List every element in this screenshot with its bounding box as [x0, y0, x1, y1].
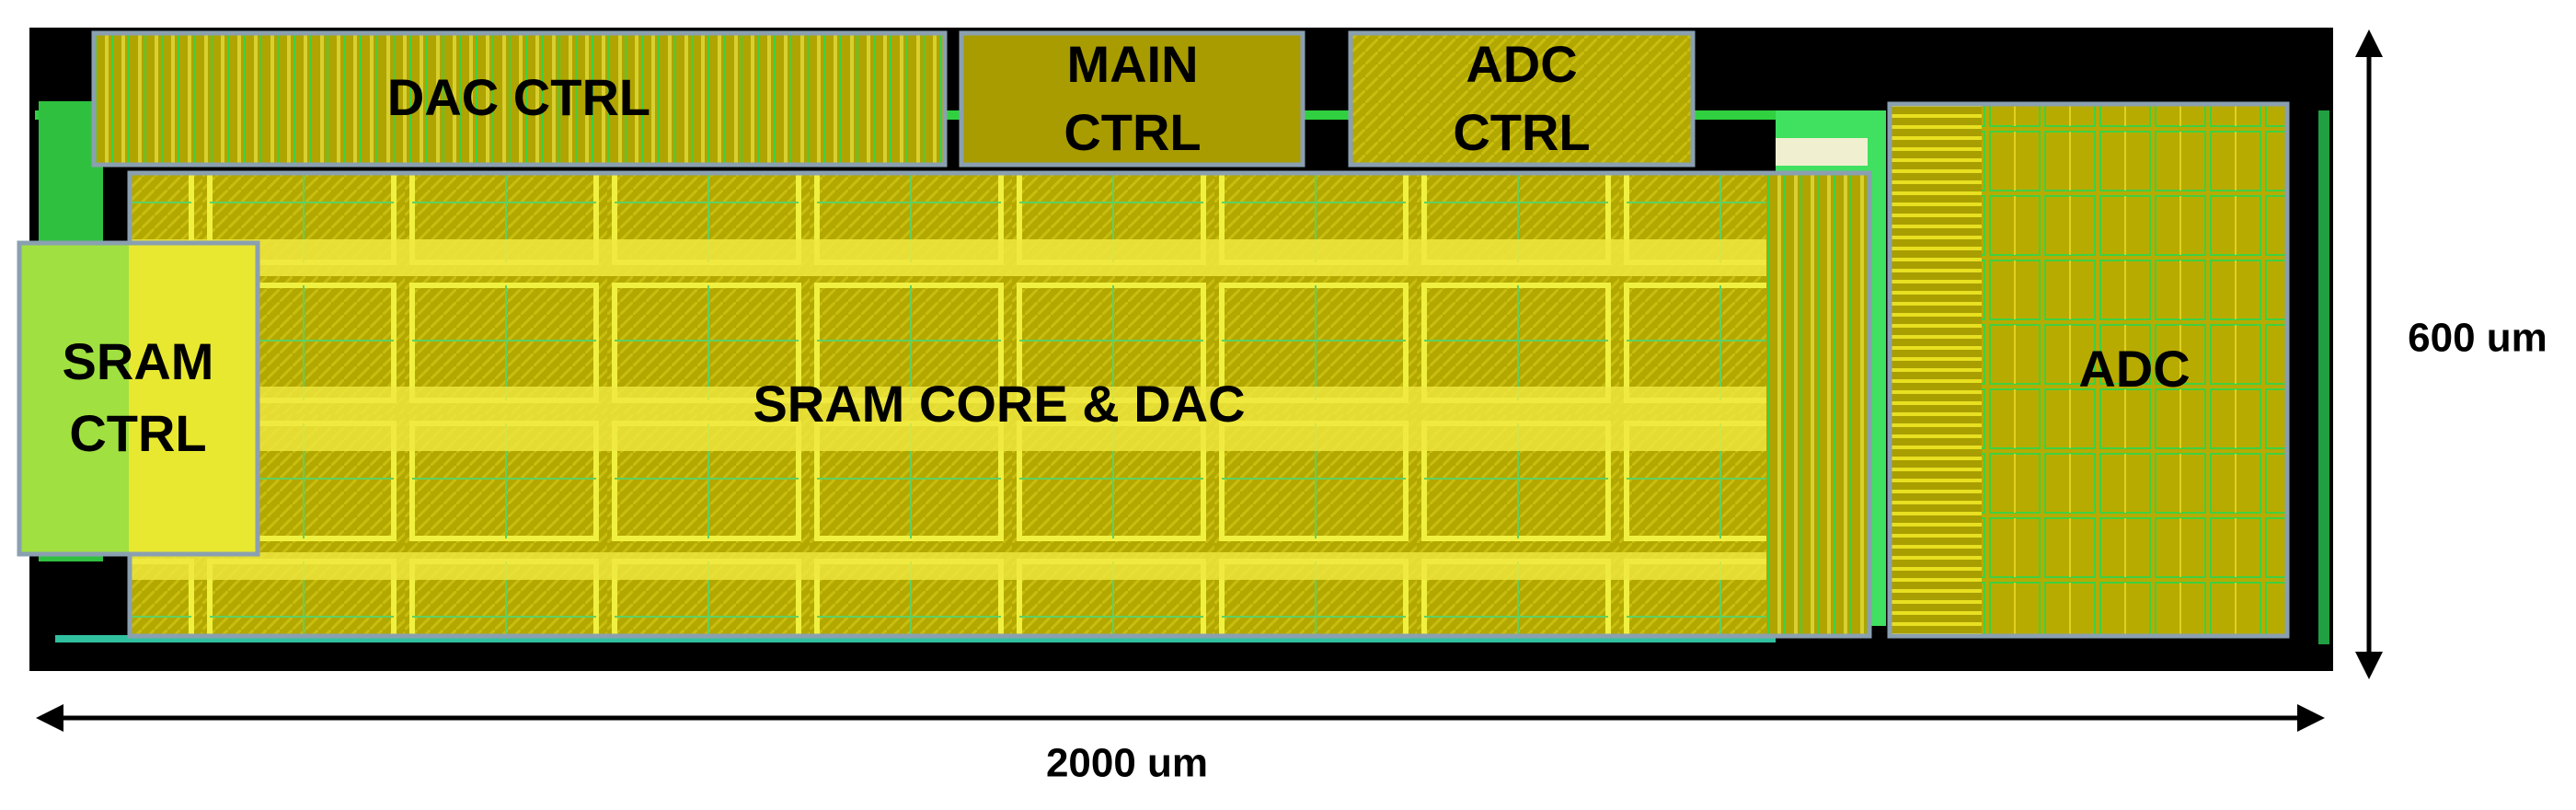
routing — [2318, 110, 2329, 644]
height-arrow — [2355, 29, 2383, 679]
adc-ctrl-area — [1351, 33, 1693, 165]
block-label: CTRL — [1453, 103, 1590, 161]
width-arrow — [36, 704, 2325, 732]
block-frame — [91, 30, 948, 168]
block-label: CTRL — [1064, 103, 1201, 161]
block-label: ADC — [1466, 35, 1577, 93]
block-label: SRAM CORE & DAC — [753, 375, 1245, 433]
adc-area — [1890, 104, 1982, 636]
routing — [55, 635, 1776, 642]
routing — [1776, 138, 1868, 166]
block-frame — [1348, 30, 1696, 168]
main-ctrl-area — [961, 33, 1303, 165]
height-label: 600 um — [2408, 316, 2547, 361]
block-label: SRAM — [63, 332, 214, 390]
block-label: ADC — [2078, 340, 2190, 398]
block-label: CTRL — [69, 404, 206, 462]
block-label: MAIN — [1066, 35, 1198, 93]
block-frame — [1887, 101, 2290, 639]
width-label: 2000 um — [1046, 741, 1208, 786]
routing — [1766, 173, 1869, 636]
dac-ctrl-area — [94, 33, 945, 165]
sram-ctrl-area — [129, 243, 258, 554]
block-frame — [959, 30, 1305, 168]
block-frame — [17, 240, 260, 557]
bus — [130, 552, 1767, 580]
bus — [130, 387, 1869, 451]
block-label: DAC CTRL — [387, 68, 650, 126]
bus — [130, 239, 1767, 276]
